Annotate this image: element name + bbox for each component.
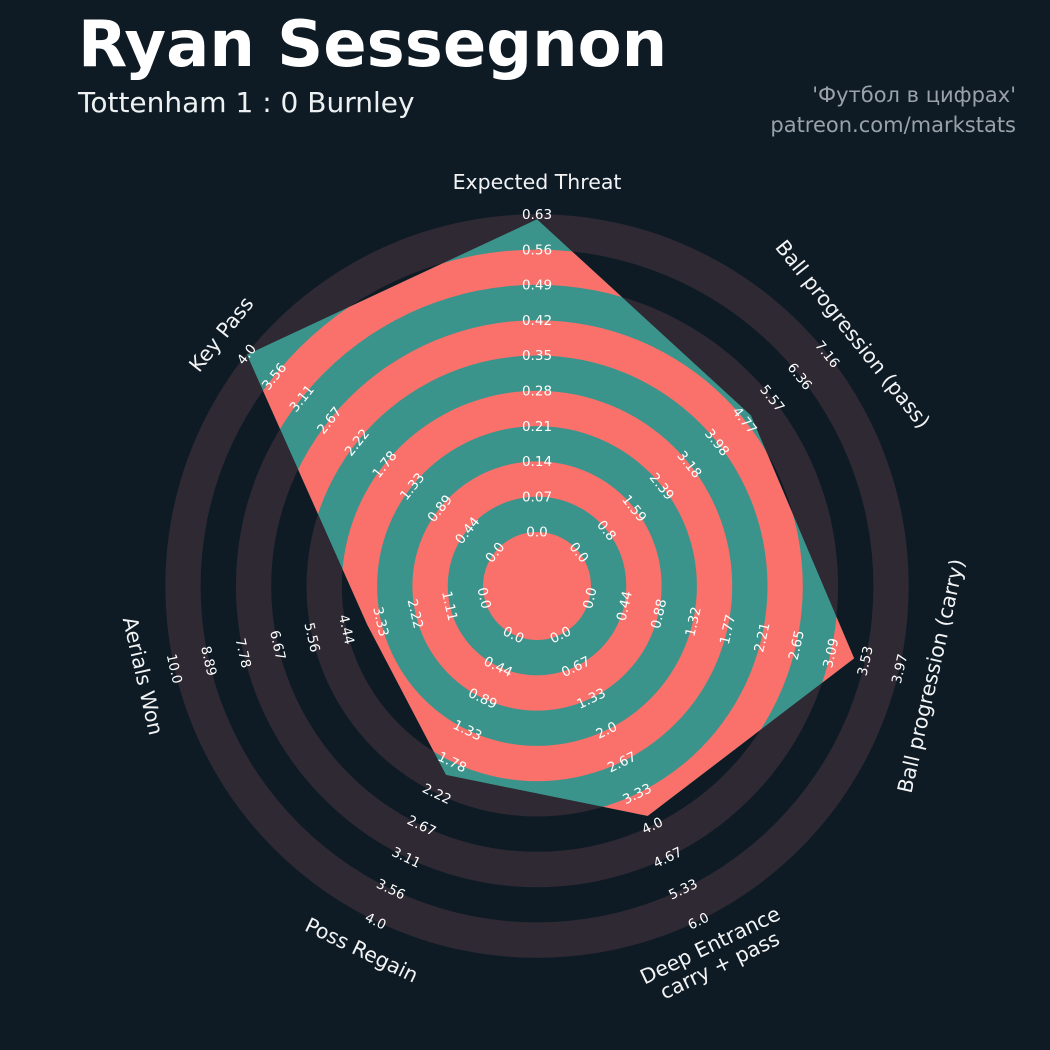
tick-label: 1.32 bbox=[682, 605, 704, 638]
tick-label: 1.77 bbox=[717, 613, 739, 646]
match-score-subtitle: Tottenham 1 : 0 Burnley bbox=[78, 86, 415, 120]
tick-label: 2.21 bbox=[751, 621, 773, 654]
tick-label: 0.44 bbox=[614, 590, 636, 623]
credit-brand: 'Футбол в цифрах' bbox=[812, 83, 1016, 107]
tick-label: 0.56 bbox=[522, 242, 552, 258]
tick-label: 0.88 bbox=[648, 597, 670, 630]
tick-label: 6.67 bbox=[266, 629, 288, 662]
tick-label: 5.56 bbox=[300, 621, 322, 654]
tick-label: 4.44 bbox=[335, 613, 357, 646]
tick-label: 0.63 bbox=[522, 207, 552, 223]
credits-block: 'Футбол в цифрах' patreon.com/markstats bbox=[770, 80, 1016, 140]
tick-label: 0.0 bbox=[474, 586, 494, 611]
chart-header: Ryan Sessegnon Tottenham 1 : 0 Burnley bbox=[78, 8, 668, 120]
tick-label: 10.0 bbox=[163, 652, 185, 685]
tick-label: 2.65 bbox=[786, 629, 808, 662]
axis-title: Expected Threat bbox=[453, 170, 622, 194]
tick-label: 0.0 bbox=[580, 586, 600, 611]
inner-rings-group bbox=[247, 249, 855, 816]
tick-label: 3.33 bbox=[369, 605, 391, 638]
tick-label: 3.53 bbox=[855, 645, 877, 678]
tick-label: 3.09 bbox=[820, 637, 842, 670]
center-circle bbox=[483, 532, 591, 640]
tick-label: 0.21 bbox=[522, 419, 552, 435]
page-title: Ryan Sessegnon bbox=[78, 8, 668, 82]
tick-label: 2.22 bbox=[404, 597, 426, 630]
tick-label: 3.97 bbox=[889, 652, 911, 685]
tick-label: 0.28 bbox=[522, 384, 552, 400]
tick-label: 0.0 bbox=[526, 525, 547, 541]
tick-label: 7.78 bbox=[232, 637, 254, 670]
credit-patreon-link: patreon.com/markstats bbox=[770, 113, 1016, 137]
tick-label: 0.49 bbox=[522, 278, 552, 294]
tick-label: 0.35 bbox=[522, 348, 552, 364]
tick-label: 0.14 bbox=[522, 454, 552, 470]
tick-label: 0.42 bbox=[522, 313, 552, 329]
tick-label: 8.89 bbox=[197, 645, 219, 678]
tick-label: 1.11 bbox=[438, 590, 460, 623]
tick-label: 0.07 bbox=[522, 489, 552, 505]
